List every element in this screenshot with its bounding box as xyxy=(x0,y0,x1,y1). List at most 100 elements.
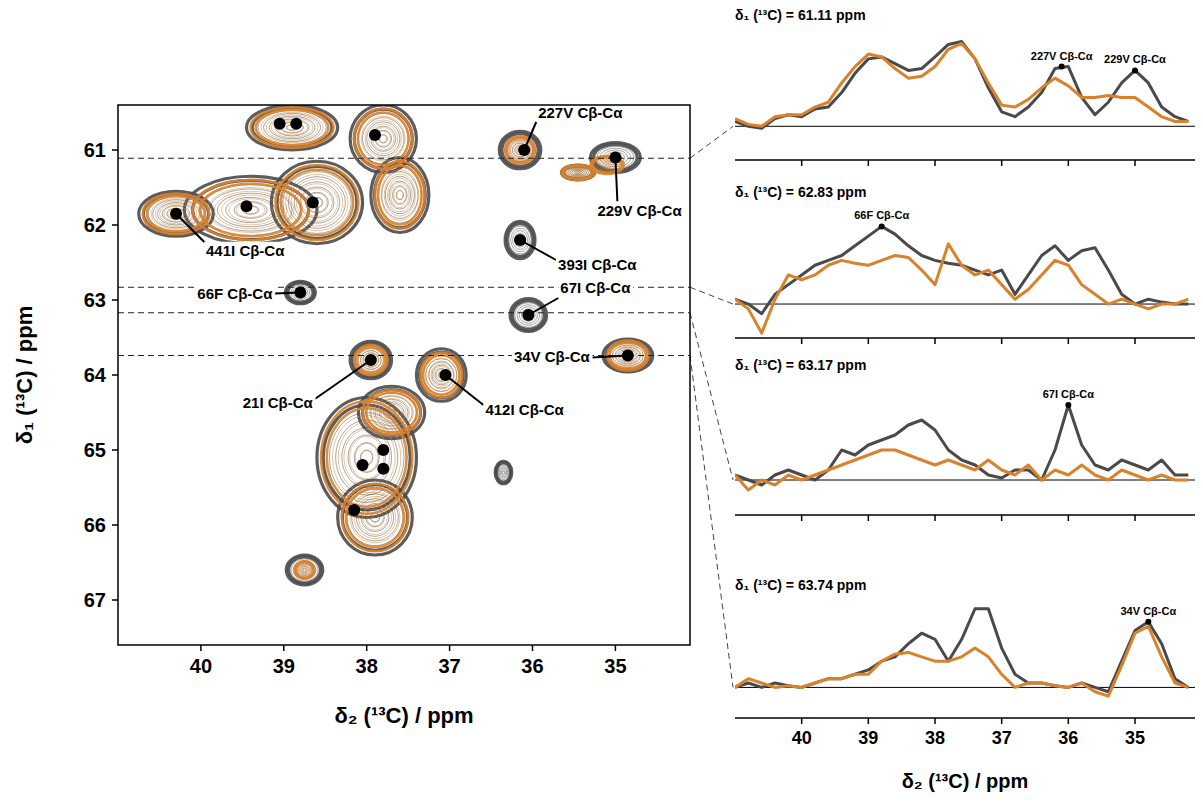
slice-trace xyxy=(735,244,1188,333)
contour-ring xyxy=(375,161,425,229)
x-tick xyxy=(449,645,451,651)
contour-ring xyxy=(382,172,418,219)
label-patch xyxy=(558,279,633,296)
contour-ring xyxy=(426,359,457,392)
x-tick xyxy=(868,515,870,521)
contour-ring xyxy=(387,178,412,212)
contour-ring xyxy=(276,165,359,240)
x-tick-label: 36 xyxy=(1058,728,1078,748)
contour-ring xyxy=(396,190,403,199)
contour-ring xyxy=(384,174,415,216)
x-tick xyxy=(934,718,936,724)
x-tick xyxy=(1068,160,1070,166)
contour-ring xyxy=(416,349,466,402)
contour-ring xyxy=(384,407,399,418)
traces xyxy=(735,609,1188,696)
peak-marker xyxy=(1145,619,1151,625)
contour-ring xyxy=(393,186,408,205)
slice-connector xyxy=(690,313,733,480)
contour-ring xyxy=(291,179,343,226)
contour-ring xyxy=(350,492,400,543)
slice-title: δ₁ (¹³C) = 63.17 ppm xyxy=(735,357,866,373)
x-tick xyxy=(366,645,368,651)
x-tick xyxy=(1068,515,1070,521)
x-tick xyxy=(934,160,936,166)
contour-ring xyxy=(568,168,589,177)
annotation-label: 393I Cβ-Cα xyxy=(558,256,637,273)
contour-ring xyxy=(296,562,313,578)
contour-ring xyxy=(371,513,379,521)
contour-ring xyxy=(289,557,321,583)
contour-ring xyxy=(564,166,593,179)
contour-ring xyxy=(354,109,412,168)
contour-ring xyxy=(505,136,536,164)
contour-ring xyxy=(566,167,591,178)
contour-ring xyxy=(266,115,318,140)
x-tick xyxy=(200,645,202,651)
annotation-label: 227V Cβ-Cα xyxy=(538,104,623,121)
y-tick-label: 64 xyxy=(84,364,107,386)
contour-ring xyxy=(251,107,334,148)
contour-ring xyxy=(570,169,587,177)
label-patch xyxy=(595,202,684,219)
peak-marker xyxy=(1132,67,1138,73)
slice-title: δ₁ (¹³C) = 63.74 ppm xyxy=(735,577,866,593)
baseline xyxy=(735,126,1195,127)
contour-ring xyxy=(391,182,410,207)
contour-ring xyxy=(297,563,312,577)
contour-ring xyxy=(301,188,332,216)
peak-dot xyxy=(357,459,369,471)
x-tick xyxy=(1134,160,1136,166)
contour-ring xyxy=(381,170,418,221)
slice-trace xyxy=(735,450,1188,490)
peak-label: 229V Cβ-Cα xyxy=(1104,53,1166,65)
traces xyxy=(735,226,1188,333)
slice-trace xyxy=(735,43,1188,126)
contour-ring xyxy=(358,113,408,164)
contour-ring xyxy=(429,362,454,388)
traces xyxy=(735,405,1188,490)
x-axis-line xyxy=(735,337,1195,339)
leader-line xyxy=(445,375,483,405)
contour-ring xyxy=(295,563,313,578)
contour-ring xyxy=(358,386,424,439)
contour-series xyxy=(143,107,649,579)
contour-ring xyxy=(501,470,505,476)
contour-ring xyxy=(342,484,408,552)
slice-panel: δ₁ (¹³C) = 62.83 ppm66F Cβ-Cα xyxy=(735,184,1195,344)
slice-guide xyxy=(118,158,690,159)
contour-ring xyxy=(574,171,582,175)
x-tick xyxy=(801,718,803,724)
label-patch xyxy=(512,348,593,365)
x-tick xyxy=(532,645,534,651)
traces xyxy=(735,42,1188,129)
x-axis-line xyxy=(735,717,1195,719)
contour-ring xyxy=(298,564,310,575)
x-tick xyxy=(1001,718,1003,724)
figure: 227V Cβ-Cα229V Cβ-Cα441I Cβ-Cα393I Cβ-Cα… xyxy=(0,0,1203,810)
contour-ring xyxy=(572,170,584,176)
x-tick xyxy=(1134,338,1136,344)
x-tick xyxy=(1134,515,1136,521)
contour-ring xyxy=(576,172,580,174)
contour-ring xyxy=(300,566,309,574)
contour-ring xyxy=(378,165,422,224)
peak-label: 66F Cβ-Cα xyxy=(854,209,909,221)
leader-line xyxy=(274,293,300,294)
y-tick xyxy=(112,149,118,151)
contour-ring xyxy=(394,187,406,204)
x-tick xyxy=(934,515,936,521)
contour-ring xyxy=(363,505,388,530)
contour-ring xyxy=(365,120,401,158)
contour-ring xyxy=(502,134,538,167)
x-tick xyxy=(1068,718,1070,724)
contour-ring xyxy=(352,494,399,541)
label-patch xyxy=(204,242,287,259)
peak-dot xyxy=(369,129,381,141)
contour-series xyxy=(139,105,653,585)
peak-dot xyxy=(274,118,286,130)
y-tick-label: 66 xyxy=(84,514,106,536)
contour-ring xyxy=(423,355,460,394)
contour-ring xyxy=(303,569,305,571)
label-patch xyxy=(536,104,625,121)
